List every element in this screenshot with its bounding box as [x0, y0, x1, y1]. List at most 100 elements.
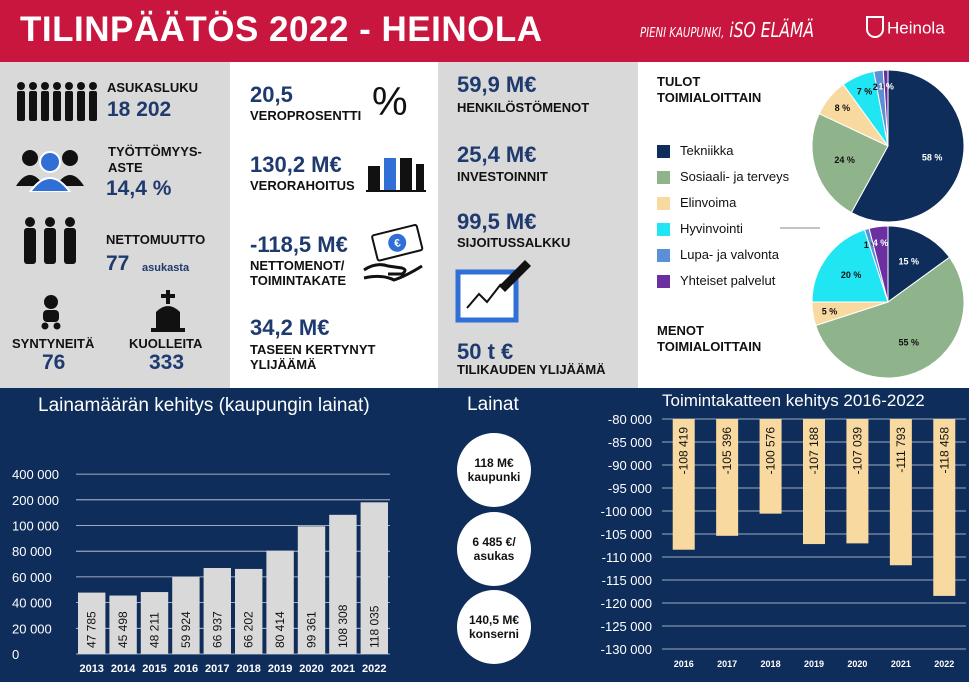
y-tick-label: -95 000	[608, 481, 652, 496]
tulot-pie-label: 1 %	[878, 82, 894, 92]
baby-icon	[41, 295, 61, 330]
legend-item: Lupa- ja valvonta	[657, 247, 789, 273]
y-tick-label: -80 000	[608, 412, 652, 427]
margin-bar	[716, 419, 739, 536]
loan-bar-value: 45 498	[116, 611, 130, 648]
y-tick-label: -100 000	[601, 504, 652, 519]
tulot-pie-label: 58 %	[922, 152, 943, 162]
sijoitus-value: 99,5 M€	[457, 209, 537, 234]
nettomuutto-value: 77	[106, 252, 130, 275]
menot-title-2: TOIMIALOITTAIN	[657, 339, 762, 354]
loan-circle-asukas: 6 485 €/asukas	[457, 512, 531, 586]
y-tick-label: 0	[12, 647, 19, 662]
tulot-pie-slice	[850, 70, 965, 223]
nettomenot-value: -118,5 M€	[250, 232, 348, 257]
margin-bar	[803, 419, 825, 545]
tulot-pie-slice	[882, 70, 889, 147]
lainat-title: Lainat	[467, 394, 519, 415]
menot-pie-slice	[868, 225, 889, 303]
x-tick-label: 2021	[891, 659, 911, 669]
margin-bar-value: -108 419	[677, 427, 691, 475]
x-tick-label: 2014	[111, 663, 136, 675]
taseen-value: 34,2 M€	[250, 315, 330, 340]
y-tick-label: 200 000	[12, 493, 59, 508]
y-tick-label: -90 000	[608, 458, 652, 473]
tulot-pie-label: 8 %	[835, 103, 851, 113]
header-bar	[0, 0, 969, 62]
x-tick-label: 2022	[362, 663, 386, 675]
margin-bar-value: -107 039	[850, 427, 864, 475]
loan-bar-value: 80 414	[273, 611, 287, 648]
slogan: PIENI KAUPUNKI, iSO ELÄMÄ	[640, 18, 815, 42]
nettomuutto-unit: asukasta	[142, 262, 190, 274]
pie-legend: Tekniikka Sosiaali- ja terveys Elinvoima…	[657, 143, 789, 299]
loan-bar	[78, 592, 106, 654]
tulot-pie-slice	[811, 112, 889, 214]
unemployment-icon	[16, 150, 84, 192]
menot-title-1: MENOT	[657, 323, 704, 338]
verorahoitus-label: VERORAHOITUS	[250, 178, 355, 193]
y-tick-label: -125 000	[601, 619, 652, 634]
margin-bar	[846, 419, 869, 544]
x-tick-label: 2015	[142, 663, 166, 675]
investoinnit-value: 25,4 M€	[457, 142, 537, 167]
legend-swatch	[657, 223, 670, 237]
x-tick-label: 2017	[205, 663, 229, 675]
margin-bar	[933, 419, 956, 596]
menot-pie-label: 4 %	[873, 238, 889, 248]
sijoitus-label: SIJOITUSSALKKU	[457, 235, 571, 250]
loan-bar-value: 66 937	[210, 611, 224, 648]
loan-bar-value: 59 924	[179, 611, 193, 648]
legend-swatch	[657, 249, 670, 263]
y-tick-label: -115 000	[602, 573, 652, 588]
legend-item: Yhteiset palvelut	[657, 273, 789, 299]
taseen-label-2: YLIJÄÄMÄ	[250, 357, 317, 372]
loan-bar-value: 108 308	[336, 604, 350, 648]
y-tick-label: 100 000	[12, 519, 59, 534]
margin-bar	[759, 419, 782, 514]
loan-bar	[172, 576, 200, 654]
tyottomyys-label-2: ASTE	[108, 160, 143, 175]
henkilosto-label: HENKILÖSTÖMENOT	[457, 100, 590, 115]
margin-bar	[672, 419, 695, 550]
x-tick-label: 2016	[674, 659, 694, 669]
legend-item: Tekniikka	[657, 143, 789, 169]
x-tick-label: 2021	[331, 663, 355, 675]
asukasluku-value: 18 202	[107, 98, 172, 121]
margin-bar	[889, 419, 912, 566]
x-tick-label: 2017	[717, 659, 737, 669]
syntyneita-value: 76	[42, 351, 66, 374]
money-hand-icon: €	[363, 224, 424, 282]
loan-bar-value: 118 035	[367, 605, 381, 648]
loan-circle-kaupunki: 118 M€ kaupunki	[457, 433, 531, 507]
percent-icon: %	[372, 80, 408, 124]
asukasluku-label: ASUKASLUKU	[107, 80, 198, 95]
y-tick-label: -85 000	[608, 435, 652, 450]
x-tick-label: 2020	[847, 659, 867, 669]
menot-pie-label: 20 %	[841, 270, 862, 280]
syntyneita-label: SYNTYNEITÄ	[12, 336, 95, 351]
y-tick-label: 60 000	[12, 570, 52, 585]
y-tick-label: -120 000	[601, 596, 652, 611]
loan-bar	[109, 595, 137, 654]
y-tick-label: -130 000	[601, 642, 652, 657]
y-tick-label: 20 000	[12, 621, 52, 636]
tulot-pie-label: 2 %	[873, 82, 889, 92]
loans-chart-title: Lainamäärän kehitys (kaupungin lainat)	[38, 395, 370, 416]
migration-icon	[24, 217, 76, 264]
tulot-pie-label: 7 %	[857, 87, 873, 97]
menot-pie-label: 15 %	[898, 256, 919, 266]
legend-swatch	[657, 275, 670, 289]
ylijaama-label: TILIKAUDEN YLIJÄÄMÄ	[457, 362, 606, 377]
loan-bar	[297, 526, 326, 654]
vero-value: 20,5	[250, 82, 293, 107]
y-tick-label: -105 000	[601, 527, 652, 542]
x-tick-label: 2020	[299, 663, 323, 675]
pie-charts: 58 %24 %8 %7 % 2 %1 %15 %55 %5 %20 %1 %4 …	[780, 70, 965, 379]
loan-bar-value: 66 202	[242, 611, 256, 648]
margin-bar-chart: -80 000 -85 000 -90 000 -95 000 -100 000 -105…	[601, 412, 966, 669]
tulot-title-1: TULOT	[657, 74, 701, 89]
tulot-title-2: TOIMIALOITTAIN	[657, 90, 762, 105]
chart-pen-icon	[455, 260, 531, 323]
x-tick-label: 2019	[804, 659, 824, 669]
